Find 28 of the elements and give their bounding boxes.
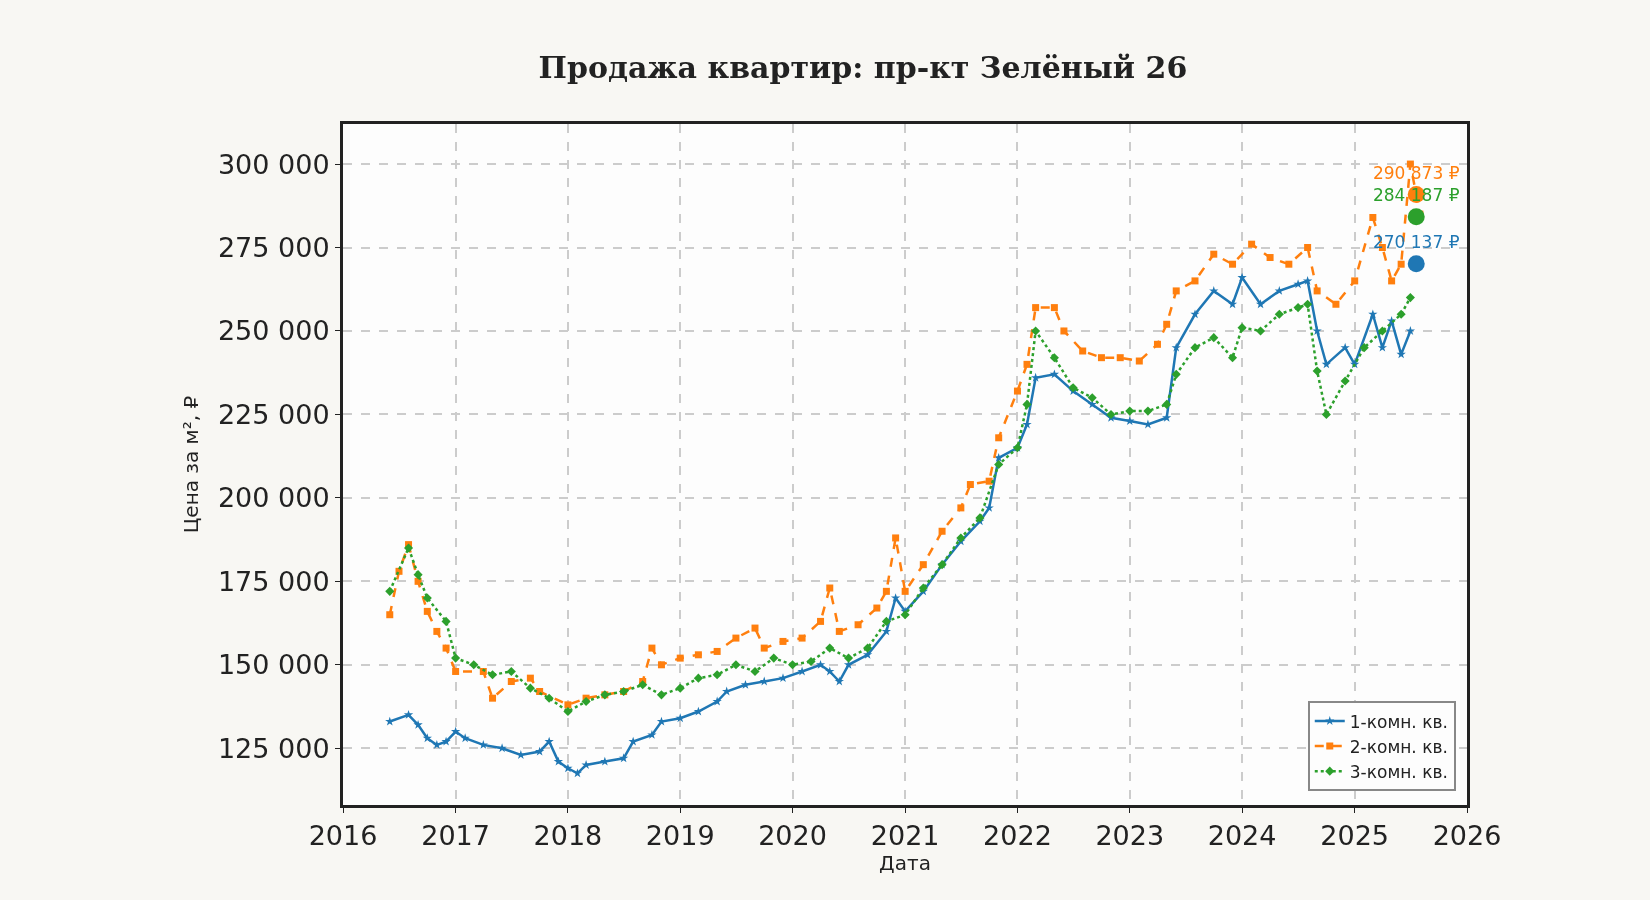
x-tick-label: 2019 <box>645 820 715 852</box>
x-tick-label: 2024 <box>1207 820 1277 852</box>
x-tick-label: 2025 <box>1320 820 1390 852</box>
x-tick-label: 2021 <box>870 820 940 852</box>
y-tick-label: 150 000 <box>217 649 330 681</box>
y-axis-title: Цена за м², ₽ <box>179 395 204 534</box>
y-tick-label: 175 000 <box>217 565 330 597</box>
point <box>1407 255 1425 273</box>
x-tick-label: 2026 <box>1432 820 1502 852</box>
x-tick-label: 2020 <box>758 820 827 852</box>
x-tick-label: 2022 <box>983 820 1052 852</box>
data-label: 290 873 ₽ <box>1372 162 1460 183</box>
x-tick-label: 2023 <box>1095 820 1165 852</box>
x-tick-label: 2017 <box>421 820 490 852</box>
x-axis-title: Дата <box>879 851 931 876</box>
y-tick-label: 250 000 <box>217 315 330 347</box>
y-tick-label: 200 000 <box>217 482 330 514</box>
x-tick-label: 2018 <box>533 820 603 852</box>
legend-label: 3-комн. кв. <box>1349 761 1448 782</box>
y-tick-label: 225 000 <box>217 398 330 430</box>
point <box>1407 208 1425 226</box>
legend-label: 2-комн. кв. <box>1349 736 1448 757</box>
y-tick-label: 300 000 <box>217 148 330 180</box>
legend-label: 1-комн. кв. <box>1349 711 1448 732</box>
y-tick-label: 275 000 <box>217 231 330 263</box>
y-tick-label: 125 000 <box>217 732 330 764</box>
chart-title: Продажа квартир: пр-кт Зелёный 26 <box>538 50 1188 85</box>
x-tick-label: 2016 <box>308 820 378 852</box>
